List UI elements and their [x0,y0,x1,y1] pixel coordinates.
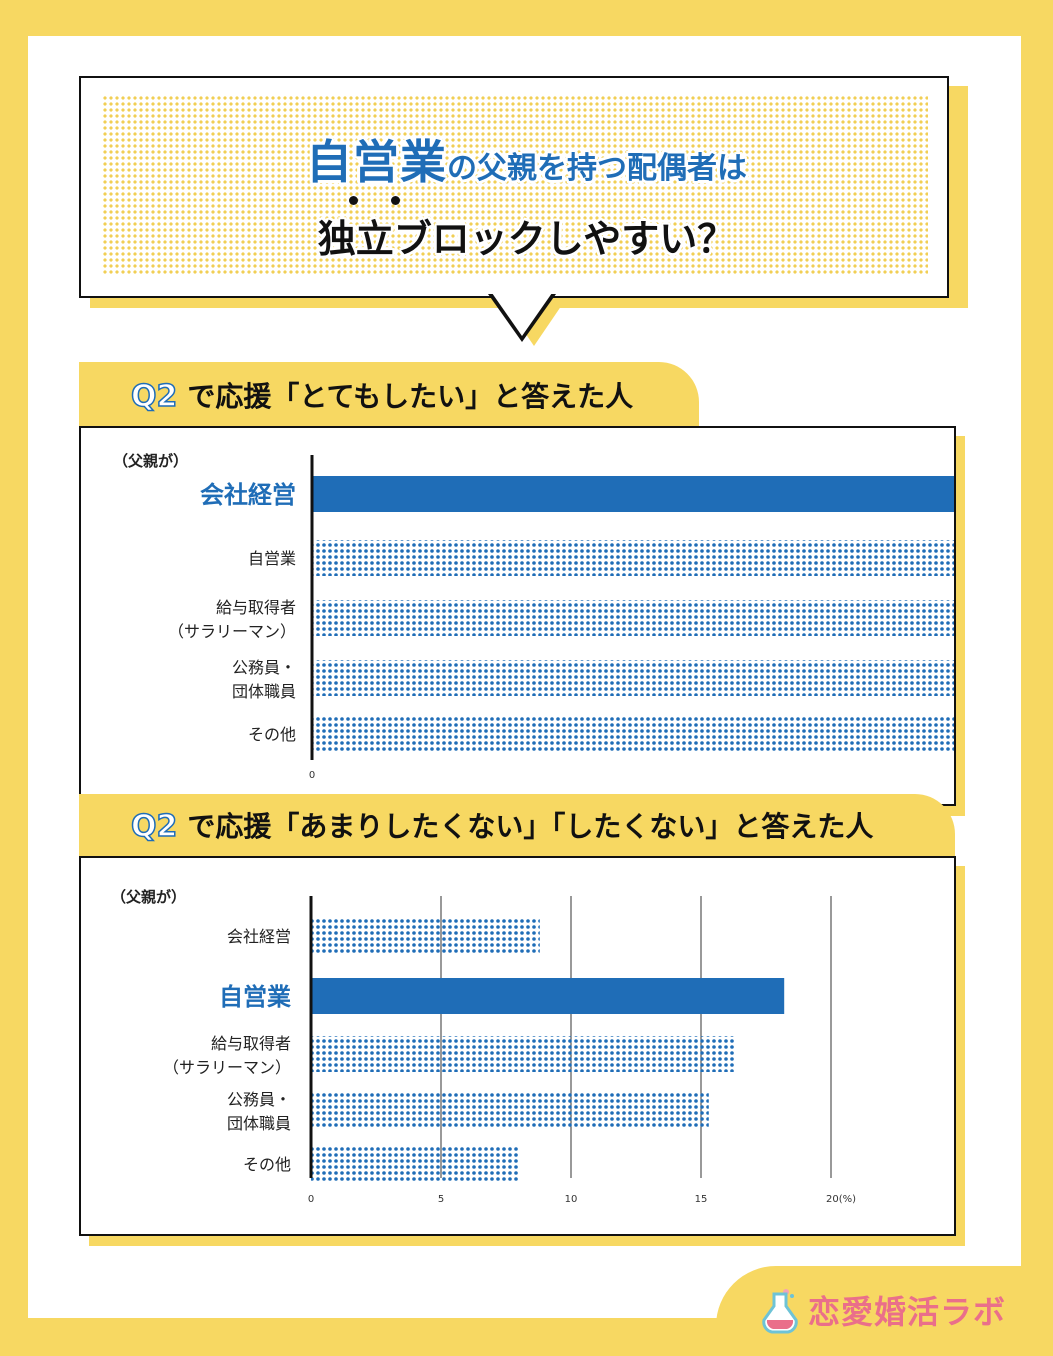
title-line-1: 自営業の父親を持つ配偶者は [0,126,1053,192]
category-label: その他 [248,725,296,744]
group-label: （父親が） [111,888,186,906]
bar-chart: 010203040(%)（父親が）会社経営自営業給与取得者（サラリーマン）公務員… [113,452,954,781]
bar [311,918,540,954]
title-bubble-tail-fill [492,293,552,336]
x-tick-label: 0 [308,1194,314,1205]
x-tick-label: 5 [438,1194,444,1205]
title-line-2: 独立ブロックしやすい？ [317,217,736,261]
bar [312,540,954,576]
bar [311,978,785,1014]
x-tick-label: 10 [565,1194,578,1205]
bar [312,660,954,696]
flask-icon [762,1289,798,1334]
category-label: 団体職員 [232,682,296,701]
category-label: その他 [243,1155,291,1174]
category-label: 会社経営 [227,927,291,946]
bar [311,1036,735,1072]
logo: 恋愛婚活ラボ [760,1286,1006,1334]
category-label: 公務員・ [232,658,296,677]
x-tick-label: 15 [695,1194,708,1205]
section-header-text: で応援「とてもしたい」と答えた人 [187,380,634,413]
chart-panel-2: 0 5 10 15 20(%) （父親が） 会社経営自営業給与取得者 （サラリーマン） 公務員・… [79,856,956,1236]
category-label: （サラリーマン） [168,622,296,641]
category-label: 会社経営 [200,481,296,509]
category-label: 公務員・ [227,1090,291,1109]
title-highlight: 自営業 [306,135,447,189]
category-label: 給与取得者 [211,1034,291,1053]
section-header-text: で応援「あまりしたくない」「したくない」と答えた人 [187,810,874,843]
category-label: 自営業 [219,983,291,1011]
section-q-label: Q2 [130,808,178,845]
emphasis-dot [349,196,358,205]
logo-text: 恋愛婚活ラボ [808,1293,1007,1331]
bar [312,716,954,752]
category-label: （サラリーマン） [163,1058,291,1077]
x-tick-label: 20(%) [826,1194,856,1205]
bar [311,1146,519,1182]
x-tick-label: 0 [309,770,315,781]
section-header-1: Q2 で応援「とてもしたい」と答えた人 [79,362,699,428]
category-label: 給与取得者 [216,598,296,617]
emphasis-dot [391,196,400,205]
bar [312,600,954,636]
bar [312,476,954,512]
category-label: 団体職員 [227,1114,291,1133]
section-q-label: Q2 [130,378,178,415]
bar [311,1092,709,1128]
title-rest: の父親を持つ配偶者は [447,151,747,186]
section-header-2: Q2 で応援「あまりしたくない」「したくない」と答えた人 [79,794,955,856]
category-label: 自営業 [248,549,296,568]
title-dot-pattern [102,95,928,275]
chart-panel-1: 010203040(%)（父親が）会社経営自営業給与取得者（サラリーマン）公務員… [79,426,956,806]
group-label: （父親が） [113,452,188,470]
